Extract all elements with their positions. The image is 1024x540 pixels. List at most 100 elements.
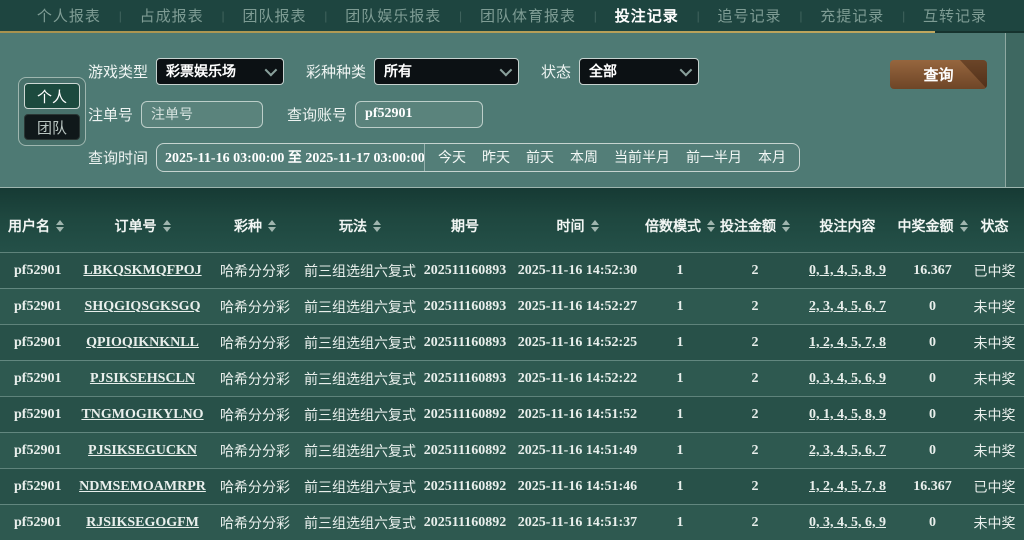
status-select[interactable]: 全部 bbox=[579, 57, 700, 85]
nav-tab-2[interactable]: 占成报表 bbox=[139, 8, 204, 25]
cell-multiple_mode: 1 bbox=[676, 262, 684, 278]
nav-tab-7[interactable]: 追号记录 bbox=[717, 8, 782, 25]
quick-link-2[interactable]: 昨天 bbox=[482, 149, 511, 165]
cell-issue: 202511160892 bbox=[423, 406, 507, 422]
cell-username: pf52901 bbox=[14, 478, 62, 494]
cell-issue: 202511160893 bbox=[423, 334, 507, 350]
column-header-bet_amount[interactable]: 投注金额 bbox=[715, 216, 795, 236]
quick-link-4[interactable]: 本周 bbox=[570, 149, 599, 165]
column-label: 玩法 bbox=[339, 218, 367, 234]
nav-tab-8[interactable]: 充提记录 bbox=[820, 8, 885, 25]
bet-no-input[interactable] bbox=[141, 100, 264, 128]
cell-bet_content[interactable]: 2, 3, 4, 5, 6, 7 bbox=[809, 442, 886, 458]
cell-play: 前三组选组六复式 bbox=[304, 262, 416, 279]
cell-order_id[interactable]: SHQGIQSGKSGQ bbox=[84, 298, 201, 314]
cell-username: pf52901 bbox=[14, 334, 62, 350]
cell-bet_content[interactable]: 2, 3, 4, 5, 6, 7 bbox=[809, 298, 886, 314]
column-header-lottery[interactable]: 彩种 bbox=[210, 216, 300, 236]
sort-arrows-icon[interactable] bbox=[959, 220, 968, 232]
column-label: 期号 bbox=[451, 218, 479, 234]
cell-order_id[interactable]: RJSIKSEGOGFM bbox=[86, 514, 199, 530]
quick-link-6[interactable]: 前一半月 bbox=[686, 149, 743, 165]
column-label: 时间 bbox=[556, 218, 585, 234]
cell-order_id[interactable]: PJSIKSEHSCLN bbox=[89, 370, 196, 386]
cell-bet_content[interactable]: 0, 1, 4, 5, 8, 9 bbox=[809, 406, 886, 422]
cell-username: pf52901 bbox=[14, 442, 62, 458]
team-button[interactable]: 团队 bbox=[24, 114, 80, 140]
cell-bet_content[interactable]: 1, 2, 4, 5, 7, 8 bbox=[809, 478, 886, 494]
nav-tab-5[interactable]: 团队体育报表 bbox=[479, 8, 576, 25]
cell-bet_amount: 2 bbox=[751, 370, 759, 386]
cell-order_id[interactable]: QPIOQIKNKNLL bbox=[86, 334, 199, 350]
cell-issue: 202511160892 bbox=[423, 478, 507, 494]
query-account-input[interactable] bbox=[355, 100, 484, 128]
cell-issue: 202511160893 bbox=[423, 262, 507, 278]
sort-arrows-icon[interactable] bbox=[590, 220, 599, 232]
cell-bet_amount: 2 bbox=[751, 334, 759, 350]
nav-tab-6[interactable]: 投注记录 bbox=[614, 8, 679, 25]
cell-win_amount: 0 bbox=[929, 298, 936, 314]
cell-order_id[interactable]: TNGMOGIKYLNO bbox=[81, 406, 204, 422]
cell-issue: 202511160892 bbox=[423, 442, 507, 458]
cell-username: pf52901 bbox=[14, 262, 62, 278]
cell-multiple_mode: 1 bbox=[676, 370, 684, 386]
column-label: 中奖金额 bbox=[897, 218, 954, 234]
quick-link-7[interactable]: 本月 bbox=[758, 149, 787, 165]
cell-time: 2025-11-16 14:51:37 bbox=[517, 514, 638, 530]
quick-link-3[interactable]: 前天 bbox=[526, 149, 555, 165]
cell-bet_content[interactable]: 0, 1, 4, 5, 8, 9 bbox=[809, 262, 886, 278]
column-header-multiple_mode[interactable]: 倍数模式 bbox=[645, 216, 715, 236]
quick-link-5[interactable]: 当前半月 bbox=[614, 149, 671, 165]
game-type-select[interactable]: 彩票娱乐场 bbox=[156, 57, 285, 85]
status-value: 全部 bbox=[589, 63, 618, 79]
lottery-category-select[interactable]: 所有 bbox=[374, 57, 520, 85]
quick-link-1[interactable]: 今天 bbox=[438, 149, 467, 165]
cell-bet_content[interactable]: 0, 3, 4, 5, 6, 9 bbox=[809, 370, 886, 386]
nav-tab-3[interactable]: 团队报表 bbox=[242, 8, 307, 25]
cell-order_id[interactable]: PJSIKSEGUCKN bbox=[88, 442, 197, 458]
sort-arrows-icon[interactable] bbox=[56, 220, 64, 232]
column-header-username[interactable]: 用户名 bbox=[0, 216, 75, 236]
query-time-label: 查询时间 bbox=[88, 149, 149, 167]
date-range-input[interactable]: 2025-11-16 03:00:00 至 2025-11-17 03:00:0… bbox=[157, 143, 426, 171]
cell-play: 前三组选组六复式 bbox=[304, 370, 416, 387]
table-row: pf52901 NDMSEMOAMRPR 哈希分分彩 前三组选组六复式 20251116… bbox=[0, 468, 1024, 504]
column-header-order_id[interactable]: 订单号 bbox=[75, 216, 210, 236]
column-header-time[interactable]: 时间 bbox=[510, 216, 645, 236]
cell-play: 前三组选组六复式 bbox=[304, 298, 416, 315]
sort-arrows-icon[interactable] bbox=[162, 220, 171, 232]
sort-arrows-icon[interactable] bbox=[707, 220, 715, 232]
quick-date-links: 今天 昨天 前天 本周 当前半月 前一半月 本月 bbox=[425, 147, 799, 167]
personal-button[interactable]: 个人 bbox=[24, 83, 80, 109]
sort-arrows-icon[interactable] bbox=[268, 220, 276, 232]
nav-separator: | bbox=[799, 8, 803, 23]
query-button[interactable]: 查询 bbox=[890, 60, 987, 89]
status-label: 状态 bbox=[541, 63, 572, 81]
filter-row-selects: 游戏类型 彩票娱乐场 彩种种类 所有 状态 全部 bbox=[88, 57, 1005, 85]
cell-time: 2025-11-16 14:51:46 bbox=[517, 478, 638, 494]
cell-bet_amount: 2 bbox=[751, 442, 759, 458]
cell-bet_content[interactable]: 0, 3, 4, 5, 6, 9 bbox=[809, 514, 886, 530]
table-row: pf52901 SHQGIQSGKSGQ 哈希分分彩 前三组选组六复式 20251116… bbox=[0, 288, 1024, 324]
cell-username: pf52901 bbox=[14, 370, 62, 386]
sort-arrows-icon[interactable] bbox=[782, 220, 790, 232]
column-header-win_amount[interactable]: 中奖金额 bbox=[897, 216, 968, 236]
cell-order_id[interactable]: LBKQSKMQFPOJ bbox=[83, 262, 202, 278]
sort-arrows-icon[interactable] bbox=[373, 220, 381, 232]
cell-order_id[interactable]: NDMSEMOAMRPR bbox=[79, 478, 206, 494]
button-fold-decoration bbox=[960, 60, 987, 89]
cell-bet_content[interactable]: 1, 2, 4, 5, 7, 8 bbox=[809, 334, 886, 350]
cell-play: 前三组选组六复式 bbox=[304, 478, 416, 495]
column-label: 投注金额 bbox=[720, 218, 776, 234]
column-header-play[interactable]: 玩法 bbox=[300, 216, 420, 236]
nav-separator: | bbox=[221, 8, 225, 23]
nav-tab-1[interactable]: 个人报表 bbox=[36, 8, 101, 25]
cell-multiple_mode: 1 bbox=[676, 406, 684, 422]
nav-tab-4[interactable]: 团队娱乐报表 bbox=[345, 8, 442, 25]
column-label: 倍数模式 bbox=[645, 218, 701, 234]
nav-tab-9[interactable]: 互转记录 bbox=[923, 8, 988, 25]
cell-bet_amount: 2 bbox=[751, 262, 759, 278]
cell-status: 未中奖 bbox=[973, 514, 1016, 531]
cell-play: 前三组选组六复式 bbox=[304, 442, 416, 459]
